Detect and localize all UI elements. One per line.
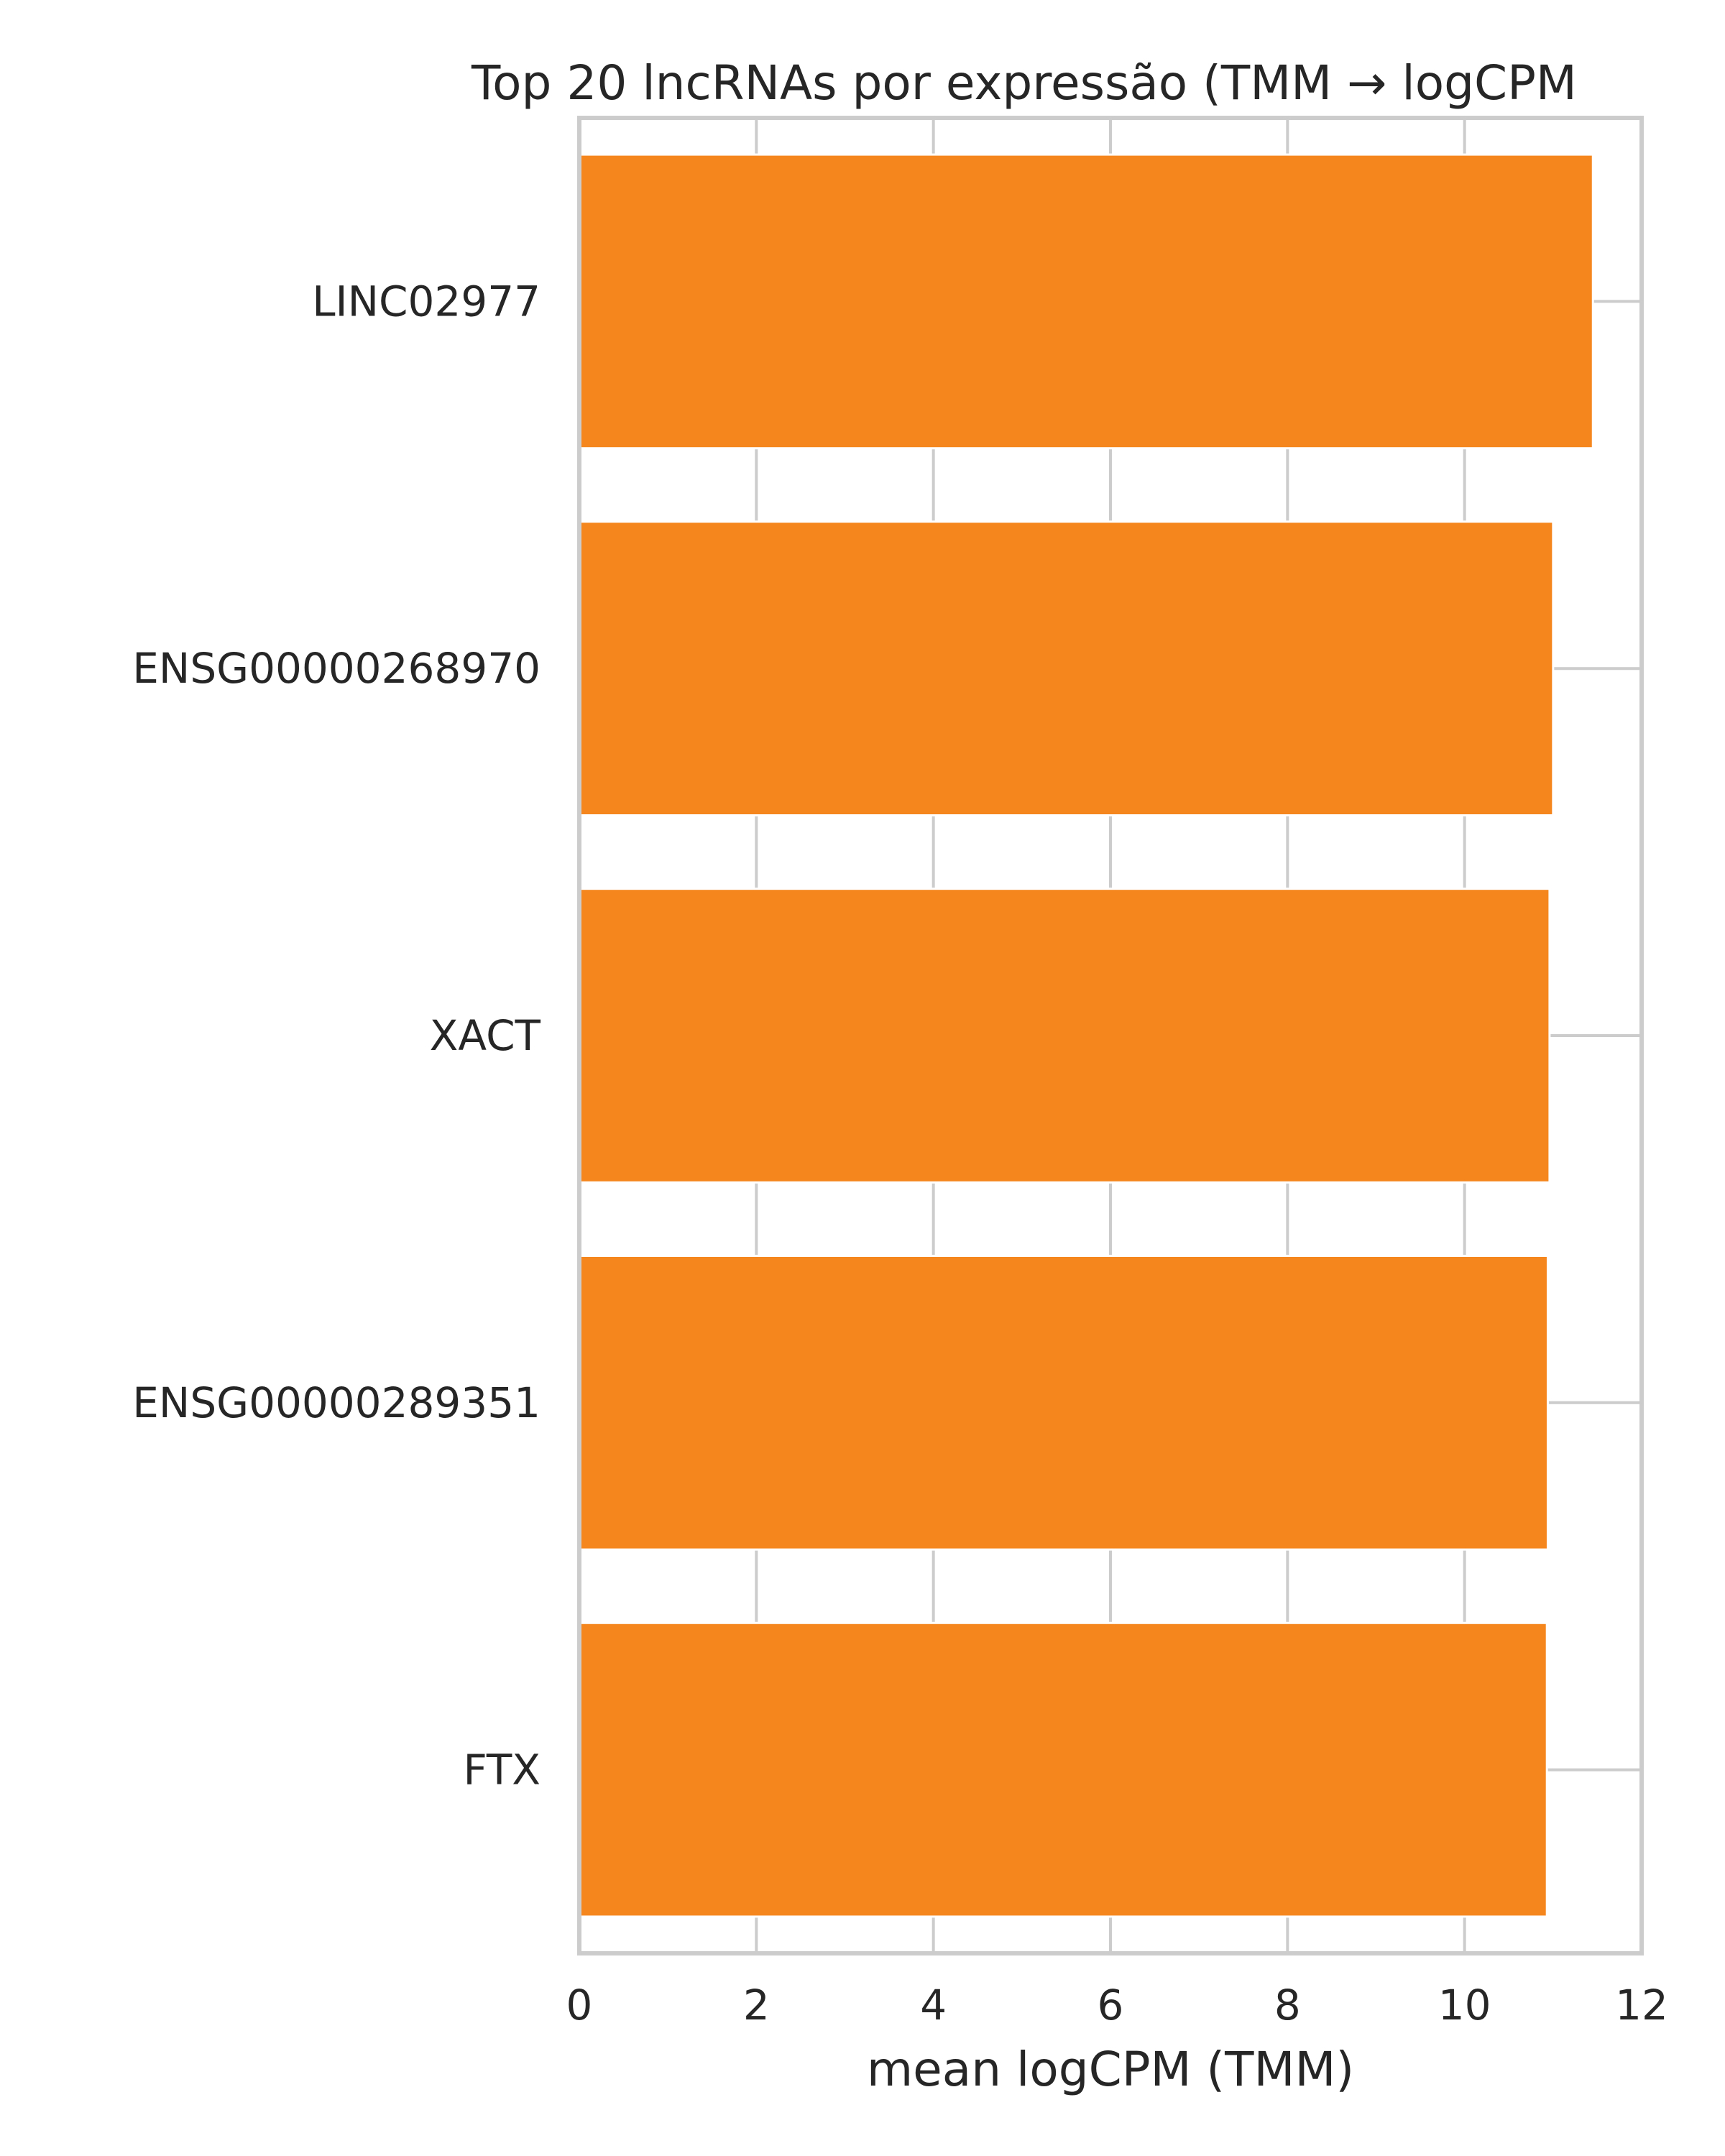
x-tick-label: 2: [743, 1981, 770, 2030]
y-tick-label: XACT: [430, 1011, 541, 1060]
bar-ensg00000289351: [578, 1254, 1549, 1551]
bars: [578, 153, 1594, 1918]
y-tick-label: FTX: [463, 1746, 540, 1795]
x-tick-label: 0: [566, 1981, 593, 2030]
bar-xact: [578, 888, 1551, 1184]
x-tick-label: 8: [1274, 1981, 1301, 2030]
axes-frame: [577, 116, 1644, 1955]
y-tick-labels: LINC02977 ENSG00000268970 XACT ENSG00000289…: [132, 277, 540, 1794]
bar-linc02977: [578, 153, 1594, 450]
y-tick-label: ENSG00000268970: [132, 644, 540, 693]
x-tick-label: 12: [1615, 1981, 1668, 2030]
bar-ftx: [578, 1621, 1548, 1918]
x-tick-labels: 0 2 4 6 8 10 12: [566, 1981, 1668, 2030]
y-tick-label: LINC02977: [312, 277, 540, 326]
y-tick-label: ENSG00000289351: [132, 1378, 540, 1427]
chart-title: Top 20 lncRNAs por expressão (TMM → logC…: [471, 55, 1577, 111]
x-tick-label: 4: [920, 1981, 947, 2030]
axes-spines: [577, 116, 1644, 1955]
x-tick-label: 10: [1438, 1981, 1491, 2030]
bar-ensg00000268970: [578, 520, 1555, 817]
x-axis-title: mean logCPM (TMM): [867, 2042, 1354, 2097]
x-tick-label: 6: [1098, 1981, 1124, 2030]
